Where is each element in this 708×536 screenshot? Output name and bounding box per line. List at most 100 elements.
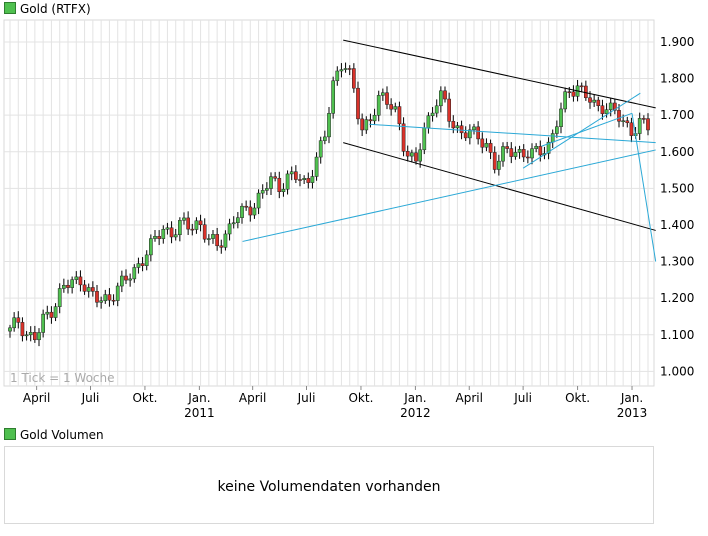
candle-body xyxy=(53,306,58,318)
candle-body xyxy=(28,332,33,336)
candle-body xyxy=(385,92,389,105)
y-tick-label: 1.600 xyxy=(660,145,694,159)
candle-body xyxy=(608,102,613,110)
candle-body xyxy=(244,205,248,208)
candle-body xyxy=(327,113,331,138)
candle-body xyxy=(621,120,625,122)
candle-body xyxy=(430,112,435,117)
candle-body xyxy=(571,91,576,97)
candle-body xyxy=(480,138,485,148)
candle-body xyxy=(306,178,311,183)
candle-body xyxy=(629,122,634,136)
candle-body xyxy=(339,69,344,72)
candle-body xyxy=(468,129,472,139)
candle-body xyxy=(86,287,91,292)
x-tick-label: Okt. xyxy=(348,391,373,405)
y-tick-label: 1.900 xyxy=(660,35,694,49)
candle-body xyxy=(347,68,352,70)
y-tick-label: 1.400 xyxy=(660,218,694,232)
candle-body xyxy=(252,207,257,216)
tick-note: 1 Tick = 1 Woche xyxy=(10,371,115,385)
candle-body xyxy=(534,146,538,149)
candle-body xyxy=(546,141,551,154)
candle-body xyxy=(256,192,261,209)
main-legend: Gold (RTFX) xyxy=(4,2,91,16)
volume-empty-message: keine Volumendaten vorhanden xyxy=(217,479,441,495)
y-tick-label: 1.500 xyxy=(660,181,694,195)
candle-body xyxy=(393,106,398,110)
candle-body xyxy=(219,245,224,248)
candle-body xyxy=(617,110,621,122)
candle-body xyxy=(588,97,592,103)
candle-body xyxy=(153,236,157,239)
candle-body xyxy=(302,178,306,180)
candle-body xyxy=(57,288,62,307)
candle-body xyxy=(186,217,190,230)
x-tick-label: Okt. xyxy=(132,391,157,405)
x-year-label: 2011 xyxy=(184,406,215,420)
y-tick-label: 1.300 xyxy=(660,255,694,269)
candle-body xyxy=(169,227,174,238)
candle-body xyxy=(505,146,509,149)
candle-body xyxy=(434,105,439,114)
x-year-label: 2012 xyxy=(400,406,431,420)
x-tick-label: Okt. xyxy=(565,391,590,405)
candle-body xyxy=(16,317,21,323)
candle-body xyxy=(136,263,141,268)
candle-body xyxy=(223,233,228,248)
candle-body xyxy=(248,206,253,216)
candle-body xyxy=(459,125,464,134)
candle-body xyxy=(128,278,132,281)
candle-body xyxy=(236,217,240,223)
legend-swatch-icon xyxy=(4,2,16,14)
candle-body xyxy=(107,294,112,301)
candle-body xyxy=(99,300,103,303)
candle-body xyxy=(364,119,369,131)
x-tick-label: Juli xyxy=(297,391,316,405)
candle-body xyxy=(289,171,294,175)
candle-body xyxy=(405,151,410,157)
candle-body xyxy=(82,284,87,292)
candle-body xyxy=(579,85,584,88)
candle-body xyxy=(356,87,360,120)
candle-body xyxy=(443,90,447,100)
candle-body xyxy=(178,220,182,236)
x-tick-label: Juli xyxy=(81,391,100,405)
candle-body xyxy=(530,148,534,159)
candle-body xyxy=(476,126,480,140)
x-tick-label: Jan. xyxy=(620,391,643,405)
y-tick-label: 1.100 xyxy=(660,328,694,342)
candle-body xyxy=(103,294,108,302)
candle-body xyxy=(269,176,273,189)
candle-body xyxy=(550,133,555,143)
candle-body xyxy=(596,99,601,106)
candle-body xyxy=(149,238,153,256)
y-tick-label: 1.200 xyxy=(660,291,694,305)
candle-body xyxy=(132,267,137,280)
candle-body xyxy=(74,276,79,280)
candle-body xyxy=(376,95,381,116)
candle-body xyxy=(207,238,211,240)
volume-legend-label: Gold Volumen xyxy=(20,428,104,442)
candle-body xyxy=(231,222,236,225)
candle-body xyxy=(422,127,427,151)
candle-body xyxy=(592,99,596,103)
candle-body xyxy=(310,176,315,183)
candle-body xyxy=(492,152,497,170)
candle-body xyxy=(33,332,37,341)
candle-body xyxy=(318,140,323,158)
candle-body xyxy=(323,136,327,141)
candle-body xyxy=(513,152,518,157)
volume-panel: keine Volumendaten vorhanden xyxy=(4,446,654,524)
candle-body xyxy=(414,152,418,162)
x-tick-label: April xyxy=(456,391,483,405)
y-tick-label: 1.800 xyxy=(660,72,694,86)
y-tick-label: 1.000 xyxy=(660,364,694,378)
candle-body xyxy=(294,171,298,180)
candle-body xyxy=(120,275,124,287)
candle-body xyxy=(439,90,443,107)
trendline xyxy=(343,39,656,109)
candle-body xyxy=(173,234,178,238)
main-legend-label: Gold (RTFX) xyxy=(20,2,91,16)
trendline xyxy=(631,113,657,262)
